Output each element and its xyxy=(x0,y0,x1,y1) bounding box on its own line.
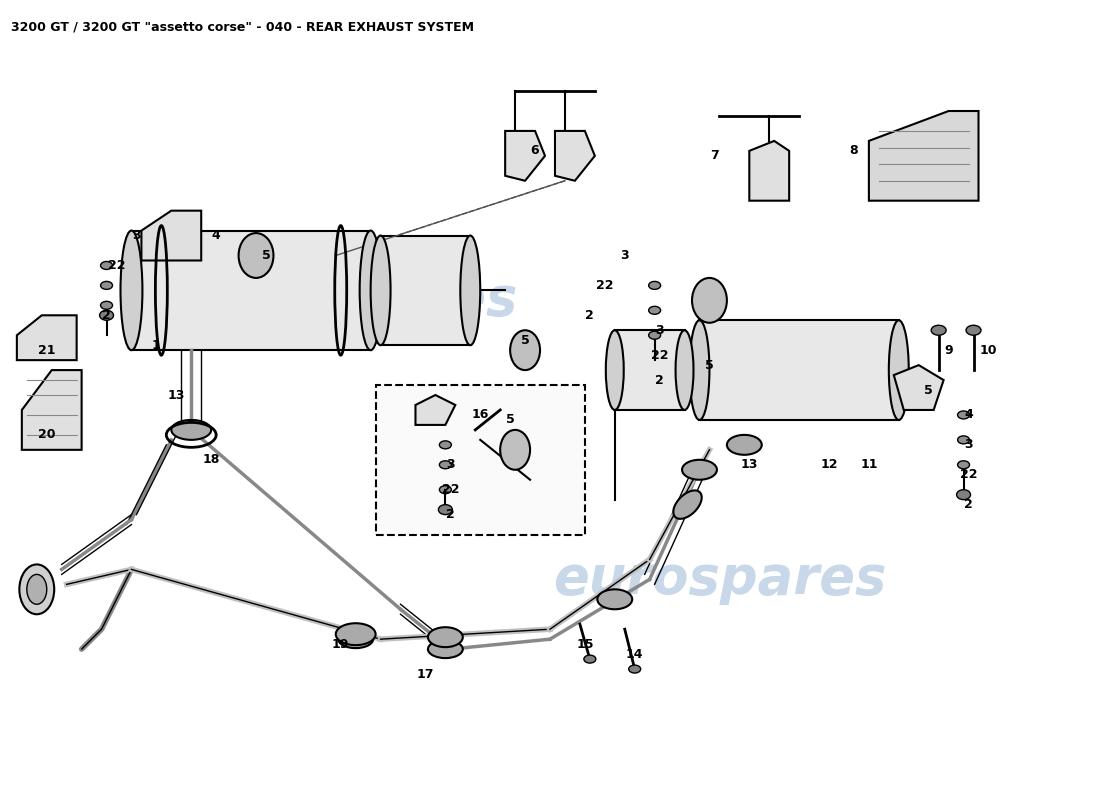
Text: 22: 22 xyxy=(960,468,977,482)
Ellipse shape xyxy=(932,326,946,335)
Polygon shape xyxy=(142,210,201,261)
Text: 4: 4 xyxy=(212,229,220,242)
Text: 4: 4 xyxy=(965,409,972,422)
Ellipse shape xyxy=(889,320,909,420)
FancyBboxPatch shape xyxy=(375,385,585,534)
Ellipse shape xyxy=(428,627,463,647)
Ellipse shape xyxy=(690,320,710,420)
Ellipse shape xyxy=(673,490,702,519)
Text: 5: 5 xyxy=(506,414,515,426)
Text: 2: 2 xyxy=(585,309,594,322)
Ellipse shape xyxy=(649,306,661,314)
Ellipse shape xyxy=(958,411,969,419)
Polygon shape xyxy=(16,315,77,360)
Ellipse shape xyxy=(428,640,463,658)
Ellipse shape xyxy=(584,655,596,663)
Ellipse shape xyxy=(336,623,375,645)
Text: 5: 5 xyxy=(705,358,714,372)
Ellipse shape xyxy=(439,486,451,494)
Bar xyxy=(700,320,899,420)
Text: 19: 19 xyxy=(332,638,350,650)
Text: 2: 2 xyxy=(446,508,454,521)
Ellipse shape xyxy=(439,461,451,469)
Text: 5: 5 xyxy=(520,334,529,346)
Ellipse shape xyxy=(727,435,762,455)
Text: 7: 7 xyxy=(711,150,718,162)
Text: eurospares: eurospares xyxy=(184,274,517,326)
Ellipse shape xyxy=(675,330,693,410)
Text: 21: 21 xyxy=(39,344,55,357)
Text: 17: 17 xyxy=(417,667,434,681)
Bar xyxy=(381,235,471,345)
Text: 22: 22 xyxy=(596,279,614,292)
Text: 18: 18 xyxy=(202,454,220,466)
Text: 22: 22 xyxy=(651,349,669,362)
Ellipse shape xyxy=(957,490,970,500)
Text: 22: 22 xyxy=(108,259,125,272)
Text: 1: 1 xyxy=(152,338,161,352)
Ellipse shape xyxy=(239,233,274,278)
Text: 6: 6 xyxy=(530,144,539,158)
Bar xyxy=(132,230,371,350)
Ellipse shape xyxy=(606,330,624,410)
Text: 15: 15 xyxy=(576,638,594,650)
Text: 12: 12 xyxy=(821,458,838,471)
Text: 8: 8 xyxy=(849,144,858,158)
Text: 11: 11 xyxy=(860,458,878,471)
Text: 3: 3 xyxy=(620,249,629,262)
Ellipse shape xyxy=(26,574,47,604)
Polygon shape xyxy=(556,131,595,181)
Bar xyxy=(615,330,684,410)
Ellipse shape xyxy=(439,441,451,449)
Polygon shape xyxy=(505,131,544,181)
Ellipse shape xyxy=(682,460,717,480)
Ellipse shape xyxy=(958,436,969,444)
Ellipse shape xyxy=(121,230,142,350)
Text: 3: 3 xyxy=(132,229,141,242)
Ellipse shape xyxy=(966,326,981,335)
Text: 22: 22 xyxy=(441,483,459,496)
Polygon shape xyxy=(749,141,789,201)
Polygon shape xyxy=(416,395,455,425)
Text: 2: 2 xyxy=(656,374,664,386)
Ellipse shape xyxy=(597,590,632,610)
Text: 10: 10 xyxy=(980,344,998,357)
Text: 14: 14 xyxy=(626,648,644,661)
Ellipse shape xyxy=(649,282,661,290)
Ellipse shape xyxy=(172,420,211,440)
Text: 2: 2 xyxy=(102,309,111,322)
Ellipse shape xyxy=(20,565,54,614)
Ellipse shape xyxy=(371,235,390,345)
Text: eurospares: eurospares xyxy=(552,554,887,606)
Text: 5: 5 xyxy=(262,249,271,262)
Text: 3: 3 xyxy=(965,438,972,451)
Text: 13: 13 xyxy=(740,458,758,471)
Ellipse shape xyxy=(100,282,112,290)
Polygon shape xyxy=(22,370,81,450)
Text: 2: 2 xyxy=(965,498,972,511)
Text: 3: 3 xyxy=(446,458,454,471)
Text: 20: 20 xyxy=(39,428,55,442)
Text: 5: 5 xyxy=(924,383,933,397)
Polygon shape xyxy=(894,365,944,410)
Ellipse shape xyxy=(460,235,481,345)
Text: 13: 13 xyxy=(167,389,185,402)
Ellipse shape xyxy=(100,262,112,270)
Text: 16: 16 xyxy=(472,409,488,422)
Text: 9: 9 xyxy=(944,344,953,357)
Ellipse shape xyxy=(500,430,530,470)
Ellipse shape xyxy=(958,461,969,469)
Ellipse shape xyxy=(100,310,113,320)
Ellipse shape xyxy=(692,278,727,322)
Text: 3: 3 xyxy=(656,324,664,337)
Ellipse shape xyxy=(510,330,540,370)
Ellipse shape xyxy=(649,331,661,339)
Ellipse shape xyxy=(338,630,373,648)
Ellipse shape xyxy=(629,665,640,673)
Ellipse shape xyxy=(439,505,452,514)
Polygon shape xyxy=(869,111,979,201)
Text: 3200 GT / 3200 GT "assetto corse" - 040 - REAR EXHAUST SYSTEM: 3200 GT / 3200 GT "assetto corse" - 040 … xyxy=(11,20,474,33)
Ellipse shape xyxy=(360,230,382,350)
Ellipse shape xyxy=(100,302,112,310)
